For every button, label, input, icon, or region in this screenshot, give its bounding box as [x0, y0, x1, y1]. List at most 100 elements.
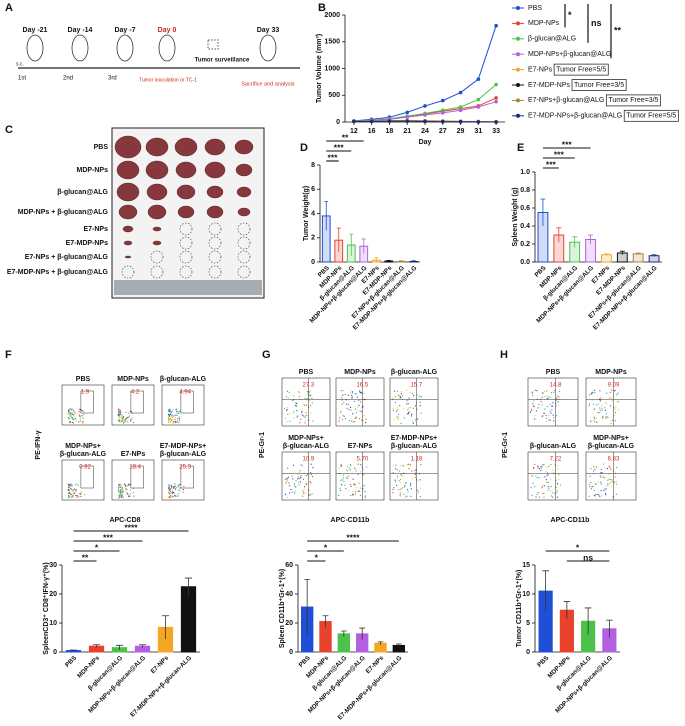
- flow-dot: [357, 399, 360, 401]
- flow-dot: [288, 482, 290, 485]
- flow-dot: [352, 413, 354, 415]
- flow-dot: [350, 485, 352, 487]
- significance-label: *: [576, 542, 580, 552]
- flow-dot: [606, 483, 609, 485]
- flow-dot: [291, 400, 293, 402]
- flow-dot: [341, 403, 343, 405]
- flow-dot: [551, 409, 553, 411]
- flow-dot: [600, 481, 602, 483]
- flow-dot: [178, 410, 181, 413]
- point: [458, 105, 463, 109]
- empty-slot: [179, 250, 193, 264]
- y-tick-label: 4: [311, 210, 315, 217]
- flow-dot: [168, 413, 170, 415]
- flow-dot: [119, 492, 121, 494]
- flow-dot: [80, 492, 82, 494]
- flow-dot: [418, 394, 420, 396]
- point: [494, 96, 498, 100]
- tumor: [123, 240, 133, 246]
- flow-dot: [168, 418, 171, 420]
- flow-dot: [67, 492, 70, 494]
- flow-dot: [345, 488, 347, 490]
- significance-label: *: [568, 10, 572, 20]
- flow-dot: [299, 395, 301, 398]
- flow-dot: [407, 409, 409, 411]
- flow-dot: [169, 495, 171, 498]
- flow-dot: [176, 412, 178, 414]
- flow-dot: [127, 421, 129, 423]
- flow-dot: [350, 494, 352, 497]
- flow-dot: [553, 420, 555, 422]
- flow-dot: [346, 466, 349, 468]
- flow-dot: [412, 422, 414, 424]
- group-label: MDP-NPs: [76, 167, 108, 174]
- flow-value: 4.94: [179, 390, 191, 396]
- flow-dot: [590, 420, 592, 422]
- legend-marker: [516, 6, 520, 10]
- flow-dot: [82, 422, 84, 424]
- flow-dot: [306, 473, 309, 476]
- tumor: [122, 225, 134, 233]
- flow-dot: [595, 483, 597, 485]
- flow-dot: [601, 409, 603, 411]
- flow-dot: [537, 407, 539, 409]
- flow-dot: [77, 413, 79, 415]
- error-bar: [324, 200, 329, 231]
- flow-dot: [419, 495, 421, 498]
- error-bar: [115, 644, 124, 650]
- flow-dot: [120, 489, 122, 491]
- significance-label: ***: [103, 532, 114, 542]
- flow-dot: [285, 483, 287, 485]
- flow-dot: [131, 411, 133, 413]
- flow-plot: [335, 451, 385, 501]
- x-tick-label: 33: [492, 128, 500, 135]
- flow-dot: [595, 466, 598, 468]
- flow-dot: [549, 419, 551, 421]
- empty-slot: [121, 265, 135, 279]
- point: [405, 119, 410, 123]
- flow-dot: [543, 412, 546, 415]
- x-axis-label: Day: [419, 139, 432, 146]
- flow-dot: [169, 421, 171, 423]
- flow-dot: [409, 392, 411, 394]
- flow-dot: [604, 477, 606, 479]
- flow-dot: [545, 420, 548, 422]
- flow-dot: [168, 488, 170, 490]
- flow-dot: [536, 493, 538, 495]
- flow-dot: [178, 422, 180, 424]
- error-bar: [572, 236, 578, 248]
- flow-dot: [407, 491, 409, 493]
- flow-dot: [410, 414, 413, 416]
- flow-dot: [351, 490, 354, 493]
- flow-dot: [175, 495, 177, 497]
- flow-dot: [617, 392, 619, 394]
- flow-dot: [304, 420, 306, 422]
- error-bar: [361, 238, 366, 254]
- flow-dot: [588, 404, 590, 407]
- flow-value: 18.4: [129, 465, 141, 471]
- flow-dot: [171, 490, 173, 492]
- flow-dot: [77, 484, 79, 487]
- flow-dot: [173, 485, 176, 487]
- flow-dot: [311, 493, 313, 495]
- flow-dot: [294, 404, 296, 407]
- flow-dot: [284, 417, 287, 419]
- flow-dot: [308, 391, 310, 393]
- flow-dot: [338, 420, 340, 422]
- flow-dot: [302, 478, 305, 480]
- y-tick-label: 1.0: [520, 169, 530, 176]
- flow-dot: [122, 416, 125, 418]
- flow-dot: [396, 477, 399, 479]
- flow-dot: [543, 496, 545, 498]
- tumor: [206, 185, 224, 199]
- flow-dot: [67, 489, 69, 492]
- flow-dot: [289, 420, 291, 422]
- tumor: [206, 205, 224, 219]
- flow-dot: [551, 492, 554, 494]
- flow-dot: [178, 416, 180, 418]
- flow-dot: [125, 417, 127, 420]
- flow-dot: [171, 414, 173, 416]
- flow-dot: [177, 410, 179, 412]
- error-bar: [304, 579, 311, 635]
- flow-dot: [119, 486, 122, 488]
